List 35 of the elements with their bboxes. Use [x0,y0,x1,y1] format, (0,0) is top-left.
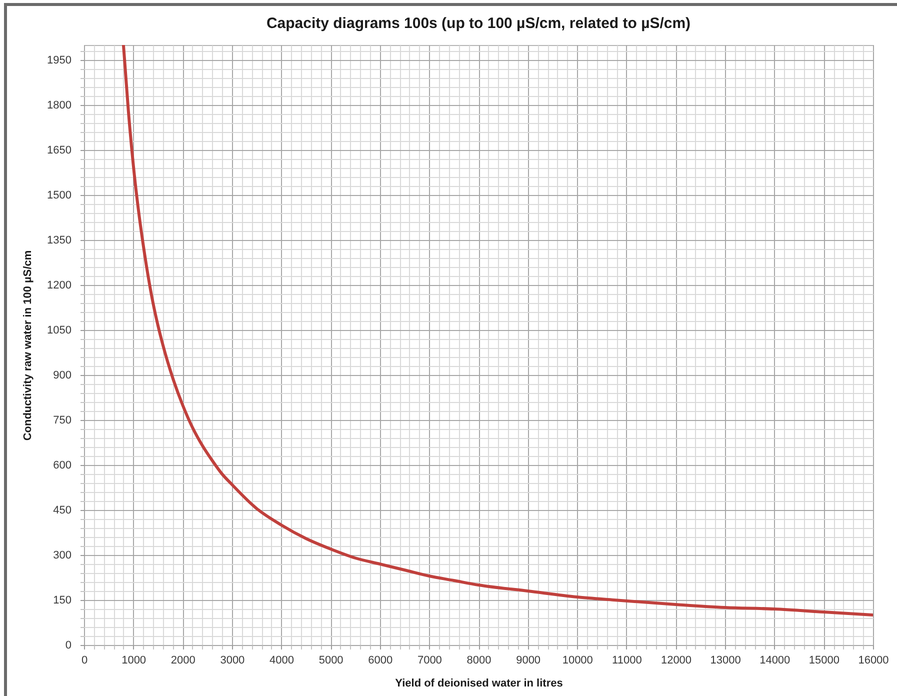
x-tick-label: 7000 [417,654,442,666]
x-tick-label: 2000 [170,654,196,666]
y-tick-label: 600 [53,460,72,472]
y-tick-label: 1800 [47,100,72,112]
x-tick-label: 12000 [660,654,692,666]
x-tick-label: 6000 [368,654,393,666]
x-tick-label: 10000 [562,654,593,666]
y-tick-label: 1050 [47,324,72,336]
y-tick-label: 1350 [47,234,72,246]
x-tick-label: 1000 [122,654,146,666]
y-tick-label: 900 [53,370,72,382]
x-tick-label: 13000 [710,654,741,666]
x-tick-label: 8000 [466,654,492,666]
y-tick-label: 1200 [47,280,72,292]
y-tick-label: 450 [53,504,72,516]
y-tick-label: 1500 [47,190,72,202]
y-tick-label: 750 [53,414,72,426]
y-tick-label: 300 [53,550,72,562]
line-series [122,45,873,616]
chart-title: Capacity diagrams 100s (up to 100 µS/cm, related to µS/cm) [266,15,691,32]
x-tick-label: 3000 [220,654,245,666]
x-tick-label: 5000 [318,654,344,666]
x-tick-label: 15000 [808,654,840,666]
x-tick-label: 16000 [858,654,889,666]
x-tick-label: 9000 [516,654,541,666]
x-tick-label: 14000 [760,654,790,666]
x-tick-label: 4000 [270,654,294,666]
x-tick-label: 0 [81,654,88,666]
x-axis-title: Yield of deionised water in litres [395,678,563,690]
y-axis-title: Conductivity raw water in 100 µS/cm [22,250,34,441]
y-tick-label: 150 [53,594,72,606]
y-tick-label: 1950 [47,54,72,66]
x-tick-label: 11000 [612,654,642,666]
y-tick-label: 1650 [47,144,72,156]
y-tick-label: 0 [65,640,72,652]
